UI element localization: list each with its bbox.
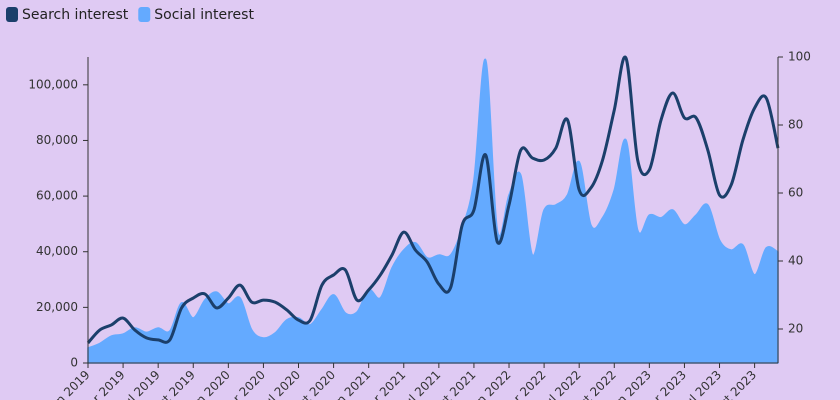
legend-swatch bbox=[138, 7, 151, 22]
y-tick-label: 0 bbox=[70, 356, 78, 370]
y-tick-label: 60,000 bbox=[36, 189, 78, 203]
x-tick-label: Jul 2021 bbox=[398, 368, 443, 400]
y2-tick-label: 40 bbox=[788, 254, 803, 268]
legend: Search interest Social interest bbox=[6, 7, 254, 23]
x-tick-label: Jul 2023 bbox=[679, 368, 724, 400]
search-line bbox=[86, 55, 780, 344]
y2-tick-label: 80 bbox=[788, 118, 803, 132]
legend-label: Search interest bbox=[22, 7, 129, 23]
y2-tick-label: 100 bbox=[788, 50, 811, 64]
legend-swatch bbox=[6, 7, 18, 22]
y2-tick-label: 60 bbox=[788, 186, 803, 200]
x-tick-label: Jul 2020 bbox=[258, 368, 303, 400]
x-tick-label: Jan 2019 bbox=[45, 368, 93, 400]
x-tick-label: Jul 2019 bbox=[118, 368, 163, 400]
x-tick-label: Jul 2022 bbox=[539, 368, 584, 400]
y-tick-label: 100,000 bbox=[28, 77, 78, 91]
social-area bbox=[87, 59, 779, 364]
legend-label: Social interest bbox=[154, 7, 254, 23]
y-tick-label: 40,000 bbox=[36, 244, 78, 258]
y2-tick-label: 20 bbox=[788, 322, 803, 336]
y-tick-label: 20,000 bbox=[36, 300, 78, 314]
y-tick-label: 80,000 bbox=[36, 133, 78, 147]
